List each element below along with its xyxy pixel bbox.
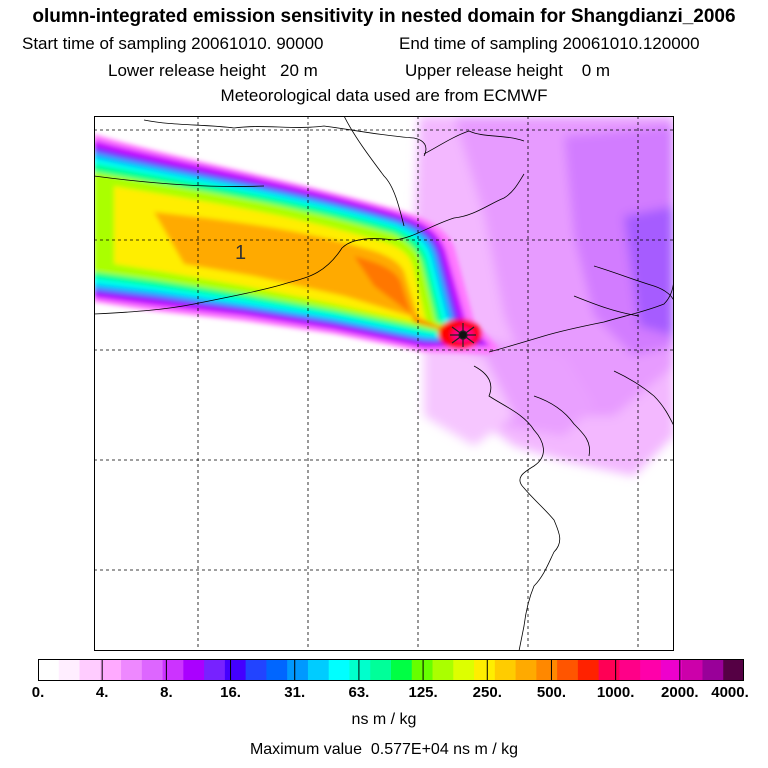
colorbar-swatch [266, 659, 288, 681]
sampling-start: Start time of sampling 20061010. 90000 [22, 34, 324, 53]
colorbar-tick-label: 8. [160, 684, 173, 701]
colorbar-swatch [58, 659, 81, 681]
colorbar-swatch [515, 659, 537, 681]
colorbar-swatch [141, 659, 164, 681]
colorbar-swatch [598, 659, 620, 681]
colorbar-tick-label: 4000. [711, 684, 749, 701]
colorbar-swatch [183, 659, 205, 681]
colorbar-swatch [162, 659, 184, 681]
colorbar-swatch [681, 659, 703, 681]
colorbar-swatch [723, 659, 744, 681]
colorbar-swatch [432, 659, 454, 681]
plume [94, 134, 499, 354]
colorbar-swatch [79, 659, 101, 681]
colorbar-tick-label: 4. [95, 684, 109, 701]
colorbar-units: ns m / kg [351, 711, 417, 728]
upper-release-height: Upper release height 0 m [405, 61, 611, 80]
colorbar-swatch [494, 659, 517, 681]
colorbar-frame [38, 659, 744, 681]
colorbar-swatch [287, 659, 309, 681]
colorbar-swatch [224, 659, 247, 681]
colorbar-swatch [349, 659, 371, 681]
colorbar-swatch [391, 659, 413, 681]
sampling-end: End time of sampling 20061010.120000 [399, 34, 700, 53]
colorbar-tick-label: 2000. [661, 684, 699, 701]
colorbar-swatch [38, 659, 60, 681]
colorbar-swatch [204, 659, 226, 681]
colorbar-swatch [411, 659, 434, 681]
receptor-label: 1 [235, 242, 246, 264]
colorbar-ticks: 0. 4. 8. 16. 31. 63. 125. 250. 500. 1000. 2000. 400… [0, 684, 768, 706]
colorbar-tick-label: 0. [31, 684, 45, 701]
colorbar-tick-label: 250. [472, 684, 502, 701]
colorbar-swatch [100, 659, 122, 681]
map-frame [94, 116, 674, 651]
colorbar-swatch [619, 659, 641, 681]
colorbar-swatch [536, 659, 558, 681]
colorbar-swatch [121, 659, 143, 681]
colorbar-tick-label: 31. [284, 684, 306, 701]
colorbar-swatch [660, 659, 683, 681]
colorbar-swatch [577, 659, 600, 681]
colorbar-swatch [328, 659, 350, 681]
lower-release-height: Lower release height 20 m [108, 61, 318, 80]
boundaries-coastlines [94, 116, 674, 651]
colorbar-swatch [702, 659, 724, 681]
sensitivity-map: 1 [94, 116, 674, 651]
colorbar-swatch [453, 659, 475, 681]
colorbar-tick-label: 16. [220, 684, 241, 701]
colorbar-swatch [474, 659, 496, 681]
colorbar [38, 659, 744, 681]
colorbar-swatch [307, 659, 330, 681]
colorbar-tick-label: 500. [536, 684, 567, 701]
map-gridlines [94, 116, 674, 651]
colorbar-swatch [370, 659, 392, 681]
page-title: olumn-integrated emission sensitivity in… [32, 6, 736, 27]
colorbar-tick-label: 1000. [596, 684, 635, 701]
colorbar-swatch [557, 659, 579, 681]
diffuse-sensitivity-region [414, 116, 674, 476]
maximum-value: Maximum value 0.577E+04 ns m / kg [249, 741, 519, 758]
met-data-note: Meteorological data used are from ECMWF [220, 86, 548, 105]
colorbar-swatch [640, 659, 662, 681]
colorbar-swatch [245, 659, 267, 681]
colorbar-tick-label: 63. [348, 684, 370, 701]
release-point-marker [450, 323, 476, 347]
colorbar-tick-label: 125. [408, 684, 438, 701]
